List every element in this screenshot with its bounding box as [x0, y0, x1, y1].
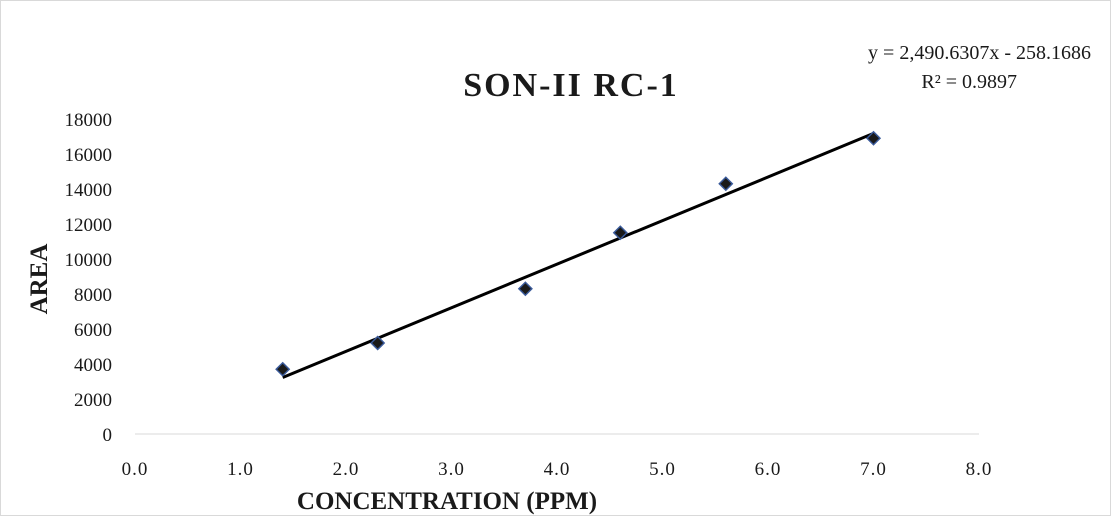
y-tick-label: 0 — [103, 425, 113, 446]
x-tick-label: 2.0 — [333, 459, 360, 480]
data-point — [612, 225, 628, 241]
y-tick-label: 2000 — [74, 390, 112, 411]
trendline — [282, 132, 875, 379]
y-tick-label: 14000 — [65, 180, 113, 201]
y-tick-label: 10000 — [65, 250, 113, 271]
x-tick-label: 4.0 — [544, 459, 571, 480]
data-point — [517, 281, 533, 297]
data-point — [275, 361, 291, 377]
y-tick-label: 18000 — [65, 110, 113, 131]
x-tick-label: 1.0 — [227, 459, 254, 480]
trendline-r-squared: R² = 0.9897 — [921, 71, 1017, 93]
y-tick-label: 12000 — [65, 215, 113, 236]
x-tick-label: 7.0 — [860, 459, 887, 480]
data-point — [370, 335, 386, 351]
trendline-group — [282, 132, 875, 379]
data-point — [865, 130, 882, 146]
y-tick-label: 4000 — [74, 355, 112, 376]
x-tick-labels: 0.0 1.0 2.0 3.0 4.0 5.0 6.0 7.0 8.0 — [122, 459, 993, 480]
data-points — [275, 130, 882, 377]
x-tick-label: 8.0 — [966, 459, 993, 480]
x-tick-label: 5.0 — [649, 459, 676, 480]
y-tick-label: 6000 — [74, 320, 112, 341]
x-axis-title: CONCENTRATION (PPM) — [297, 488, 597, 515]
x-tick-label: 3.0 — [438, 459, 465, 480]
x-tick-label: 0.0 — [122, 459, 149, 480]
data-point — [718, 176, 734, 192]
x-tick-label: 6.0 — [755, 459, 782, 480]
y-tick-label: 16000 — [65, 145, 113, 166]
y-tick-labels: 0 2000 4000 6000 8000 10000 12000 14000 16000 180… — [65, 110, 113, 446]
chart-title: SON-II RC-1 — [463, 67, 679, 104]
y-axis-title: AREA — [26, 244, 53, 315]
trendline-equation: y = 2,490.6307x - 258.1686 — [868, 42, 1091, 64]
y-tick-label: 8000 — [74, 285, 112, 306]
